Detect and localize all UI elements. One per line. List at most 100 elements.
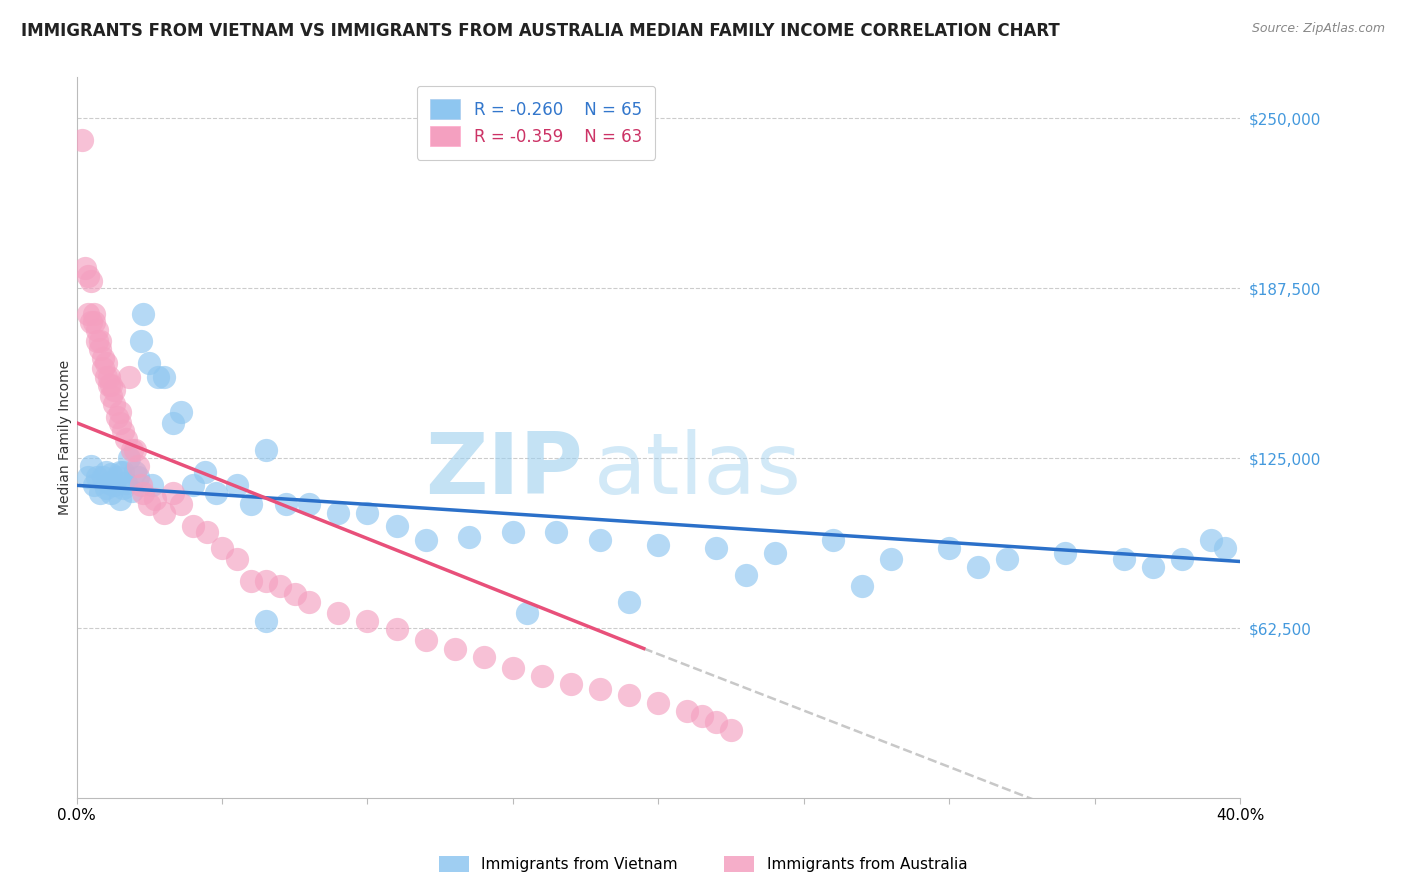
Point [127, 459, 149, 474]
Point [502, 524, 524, 539]
Point [472, 649, 495, 664]
Point [502, 660, 524, 674]
Point [108, 405, 131, 419]
Point [80, 315, 103, 329]
Point [170, 497, 193, 511]
Point [356, 615, 378, 629]
Point [138, 497, 160, 511]
Point [103, 383, 125, 397]
Point [967, 560, 990, 574]
Point [1171, 551, 1194, 566]
Point [108, 416, 131, 430]
Point [124, 465, 146, 479]
Point [83, 478, 105, 492]
Point [80, 459, 103, 474]
Point [589, 533, 612, 547]
Point [80, 274, 103, 288]
Point [86, 334, 108, 349]
Text: ZIP: ZIP [425, 429, 582, 512]
Point [211, 541, 233, 555]
Point [132, 307, 155, 321]
Point [141, 478, 163, 492]
Point [112, 424, 135, 438]
Point [77, 307, 100, 321]
Point [89, 334, 111, 349]
Point [100, 486, 122, 500]
Point [118, 369, 141, 384]
Point [181, 519, 204, 533]
Point [94, 481, 117, 495]
Point [619, 595, 641, 609]
Point [89, 343, 111, 357]
Point [89, 486, 111, 500]
Legend: Immigrants from Vietnam, Immigrants from Australia: Immigrants from Vietnam, Immigrants from… [432, 848, 974, 880]
Point [91, 470, 114, 484]
Point [94, 369, 117, 384]
Point [127, 470, 149, 484]
Point [170, 405, 193, 419]
Point [530, 669, 553, 683]
Point [938, 541, 960, 555]
Point [77, 470, 100, 484]
Point [83, 307, 105, 321]
Point [851, 579, 873, 593]
Point [821, 533, 844, 547]
Point [197, 524, 219, 539]
Point [121, 483, 143, 498]
Point [443, 641, 465, 656]
Point [1112, 551, 1135, 566]
Point [72, 133, 94, 147]
Point [97, 369, 120, 384]
Point [129, 478, 152, 492]
Point [254, 442, 277, 457]
Point [103, 397, 125, 411]
Point [240, 574, 263, 588]
Point [356, 506, 378, 520]
Point [225, 478, 247, 492]
Point [1142, 560, 1164, 574]
Point [589, 682, 612, 697]
Point [516, 606, 538, 620]
Point [86, 470, 108, 484]
Point [124, 442, 146, 457]
Point [734, 568, 756, 582]
Point [86, 323, 108, 337]
Point [328, 606, 350, 620]
Point [560, 677, 582, 691]
Point [880, 551, 903, 566]
Point [115, 432, 138, 446]
Point [153, 506, 176, 520]
Point [91, 361, 114, 376]
Point [153, 369, 176, 384]
Point [162, 416, 184, 430]
Point [103, 478, 125, 492]
Legend: R = -0.260    N = 65, R = -0.359    N = 63: R = -0.260 N = 65, R = -0.359 N = 63 [418, 86, 655, 160]
Point [100, 467, 122, 482]
Point [385, 623, 408, 637]
Point [619, 688, 641, 702]
Point [105, 470, 128, 484]
Point [676, 704, 699, 718]
Point [284, 587, 307, 601]
Y-axis label: Median Family Income: Median Family Income [59, 360, 73, 516]
Point [112, 481, 135, 495]
Point [254, 574, 277, 588]
Point [115, 475, 138, 490]
Point [269, 579, 291, 593]
Point [763, 546, 786, 560]
Point [181, 478, 204, 492]
Point [94, 465, 117, 479]
Point [108, 465, 131, 479]
Point [240, 497, 263, 511]
Text: IMMIGRANTS FROM VIETNAM VS IMMIGRANTS FROM AUSTRALIA MEDIAN FAMILY INCOME CORREL: IMMIGRANTS FROM VIETNAM VS IMMIGRANTS FR… [21, 22, 1060, 40]
Point [458, 530, 481, 544]
Point [205, 486, 228, 500]
Point [298, 497, 321, 511]
Point [91, 351, 114, 365]
Point [132, 486, 155, 500]
Point [138, 356, 160, 370]
Point [1199, 533, 1222, 547]
Point [83, 315, 105, 329]
Point [1054, 546, 1077, 560]
Point [162, 486, 184, 500]
